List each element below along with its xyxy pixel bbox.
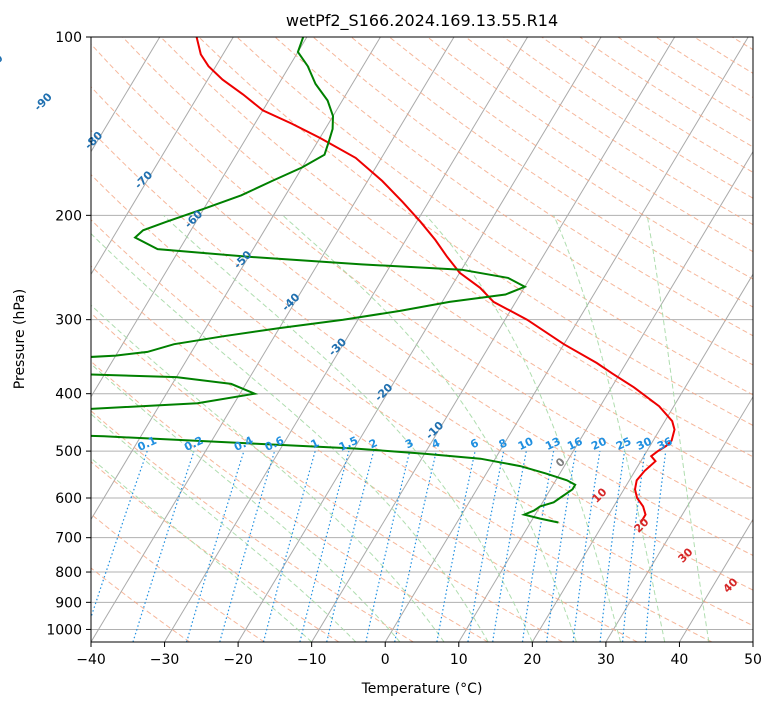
- mixing-ratio-line: [299, 450, 350, 642]
- moist-adiabat-line: [163, 214, 533, 642]
- moist-adiabat-line: [553, 215, 666, 642]
- chart-title: wetPf2_S166.2024.169.13.55.R14: [286, 11, 558, 31]
- mixing-ratio-label: 20: [589, 435, 609, 453]
- y-tick-label: 800: [55, 565, 82, 581]
- mixing-ratio-line: [521, 450, 555, 642]
- x-tick-label: −40: [76, 652, 106, 668]
- mixing-ratio-line: [394, 450, 437, 642]
- dry-adiabat-line: [91, 86, 753, 557]
- mixing-ratio-line: [599, 451, 626, 642]
- moist-adiabat-lines: [91, 214, 710, 642]
- dry-adiabat-line: [91, 360, 489, 642]
- mixing-ratio-line: [622, 451, 646, 642]
- dry-adiabat-lines: [91, 37, 753, 642]
- isotherm-line: [91, 37, 161, 153]
- dry-adiabat-line: [91, 312, 563, 642]
- x-tick-label: 40: [671, 652, 689, 668]
- isotherm-line: [531, 273, 753, 642]
- y-axis-label: Pressure (hPa): [12, 289, 28, 389]
- y-tick-label: 500: [55, 444, 82, 460]
- y-tick-label: 400: [55, 387, 82, 403]
- moist-adiabat-line: [425, 214, 622, 642]
- y-tick-label: 900: [55, 595, 82, 611]
- x-tick-label: −20: [223, 652, 253, 668]
- y-tick-label: 600: [55, 491, 82, 507]
- x-tick-label: 20: [523, 652, 541, 668]
- mixing-ratio-label: 30: [634, 435, 654, 453]
- isotherm-line: [91, 37, 455, 642]
- isotherm-line: [679, 518, 753, 642]
- temperature-profile-line: [195, 37, 676, 524]
- y-tick-label: 1000: [46, 622, 82, 638]
- plot-frame: [90, 36, 754, 643]
- isotherm-line: [91, 37, 234, 276]
- isotherm-line: [237, 37, 602, 642]
- moist-adiabat-line: [91, 232, 489, 642]
- y-tick-label: 300: [55, 313, 82, 329]
- y-tick-label: 200: [55, 208, 82, 224]
- isotherm-line: [91, 37, 308, 398]
- isotherm-line: [384, 37, 749, 642]
- x-tick-label: 0: [381, 652, 390, 668]
- dewpoint-profile-line: [91, 37, 577, 524]
- x-tick-label: 30: [597, 652, 615, 668]
- mixing-ratio-label: 25: [614, 435, 633, 453]
- sounding-series: [91, 37, 676, 524]
- y-tick-label: 700: [55, 531, 82, 547]
- x-tick-label: −30: [150, 652, 180, 668]
- x-axis-ticks: −40 −30 −20 −10 0 10 20 30 40 50: [76, 642, 762, 668]
- dry-adiabat-line: [91, 129, 753, 591]
- mixing-ratio-lines: [91, 450, 667, 642]
- dry-adiabat-line: [91, 461, 340, 642]
- dry-adiabat-line: [122, 37, 753, 490]
- dry-adiabat-line: [91, 219, 713, 642]
- mixing-ratio-label: 13: [543, 435, 562, 453]
- mixing-ratio-label: 36: [655, 435, 675, 453]
- dry-adiabat-line: [91, 513, 265, 642]
- dry-adiabat-line: [91, 410, 414, 642]
- dry-adiabat-line: [274, 37, 753, 366]
- x-tick-label: 10: [450, 652, 468, 668]
- dry-adiabat-line: [91, 43, 753, 523]
- mixing-ratio-line: [132, 450, 195, 642]
- y-tick-label: 100: [55, 30, 82, 46]
- isotherm-line: [605, 395, 753, 642]
- mixing-ratio-line: [326, 450, 375, 642]
- y-axis-ticks: 100 200 300 400 500 600 700 800 900 1000: [46, 30, 91, 638]
- moist-adiabat-line: [646, 215, 710, 642]
- dry-adiabat-line: [91, 265, 638, 642]
- mixing-ratio-line: [186, 450, 245, 642]
- isotherm-line: [458, 150, 753, 642]
- dry-adiabat-line: [91, 173, 753, 627]
- isotherm-line: [164, 37, 528, 642]
- x-axis-label: Temperature (°C): [361, 681, 483, 697]
- mixing-ratio-line: [546, 450, 577, 642]
- mixing-ratio-line: [262, 450, 316, 642]
- pressure-gridlines: [91, 37, 753, 630]
- mixing-ratio-line: [219, 450, 276, 642]
- moist-adiabat-line: [91, 457, 313, 642]
- mixing-ratio-line: [644, 451, 667, 642]
- mixing-ratio-line: [572, 451, 601, 642]
- moist-adiabat-line: [91, 363, 401, 642]
- mixing-ratio-label: 10: [516, 435, 536, 453]
- moist-adiabat-line: [91, 413, 357, 642]
- mixing-ratio-line: [365, 450, 411, 642]
- moist-adiabat-line: [282, 214, 577, 642]
- x-tick-label: 50: [744, 652, 762, 668]
- x-tick-label: −10: [297, 652, 327, 668]
- mixing-ratio-label: 16: [565, 435, 585, 453]
- dry-adiabat-line: [236, 37, 753, 396]
